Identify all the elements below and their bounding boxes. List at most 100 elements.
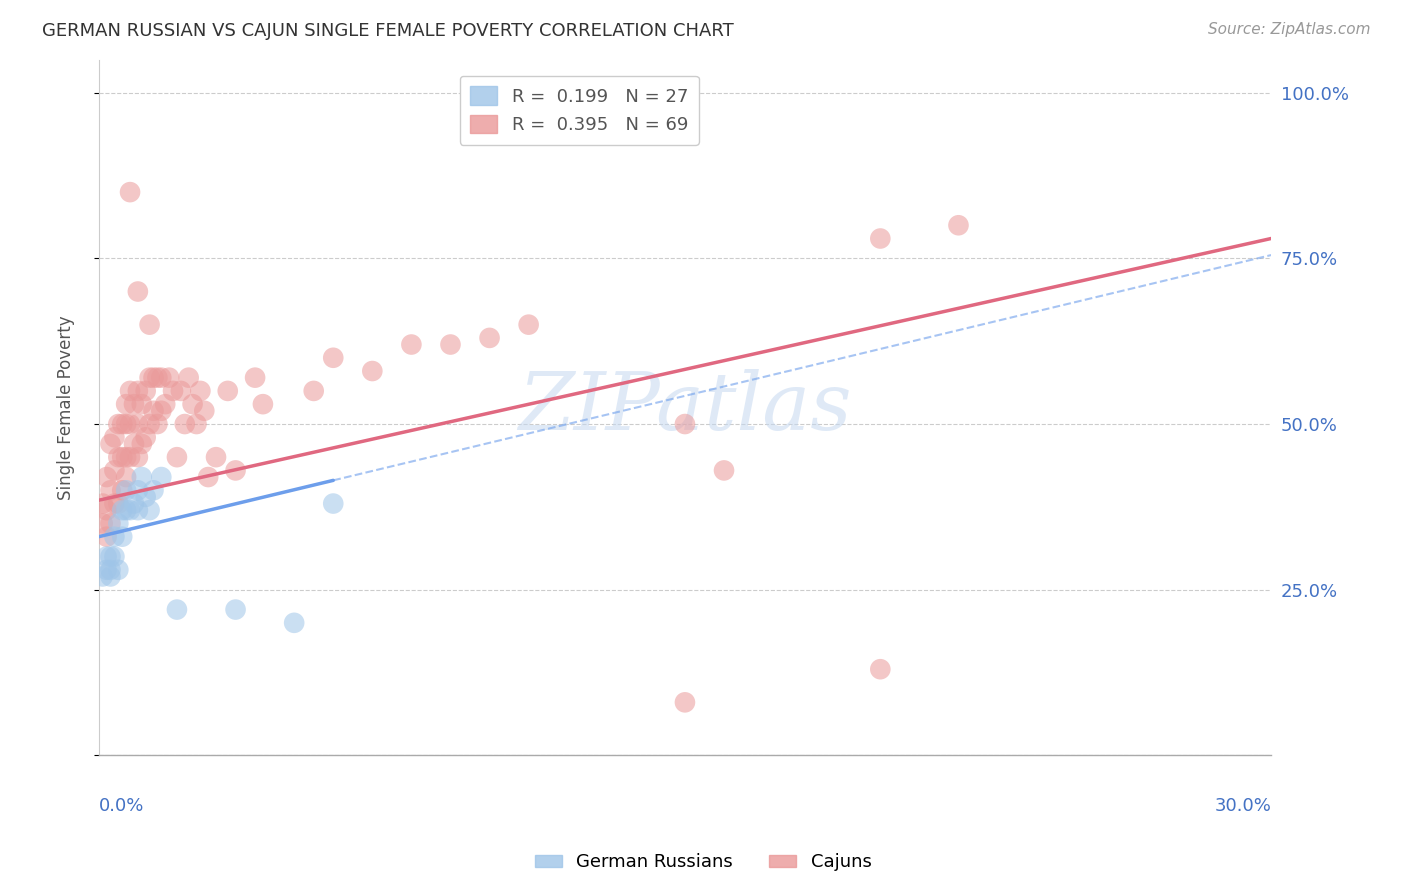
Point — [135, 430, 157, 444]
Point — [115, 483, 138, 498]
Point — [131, 470, 153, 484]
Point — [115, 397, 138, 411]
Point — [100, 483, 122, 498]
Point — [96, 470, 118, 484]
Point — [127, 450, 149, 465]
Point — [96, 530, 118, 544]
Text: 30.0%: 30.0% — [1215, 797, 1271, 815]
Text: 0.0%: 0.0% — [98, 797, 145, 815]
Point — [869, 231, 891, 245]
Point — [115, 470, 138, 484]
Point — [166, 602, 188, 616]
Point — [181, 397, 204, 411]
Legend: German Russians, Cajuns: German Russians, Cajuns — [527, 847, 879, 879]
Point — [100, 516, 122, 531]
Point — [103, 463, 125, 477]
Point — [138, 370, 160, 384]
Point — [103, 430, 125, 444]
Point — [205, 450, 228, 465]
Point — [193, 404, 215, 418]
Point — [146, 370, 169, 384]
Point — [131, 437, 153, 451]
Point — [173, 417, 195, 431]
Point — [150, 370, 173, 384]
Point — [107, 497, 129, 511]
Text: GERMAN RUSSIAN VS CAJUN SINGLE FEMALE POVERTY CORRELATION CHART: GERMAN RUSSIAN VS CAJUN SINGLE FEMALE PO… — [42, 22, 734, 40]
Point — [103, 530, 125, 544]
Point — [146, 417, 169, 431]
Point — [118, 450, 141, 465]
Point — [138, 318, 160, 332]
Point — [142, 483, 165, 498]
Point — [135, 384, 157, 398]
Point — [170, 384, 193, 398]
Point — [217, 384, 239, 398]
Point — [107, 450, 129, 465]
Point — [948, 219, 970, 233]
Point — [127, 417, 149, 431]
Point — [302, 384, 325, 398]
Point — [243, 370, 266, 384]
Point — [186, 417, 208, 431]
Point — [322, 351, 344, 365]
Point — [283, 615, 305, 630]
Text: ZIPatlas: ZIPatlas — [519, 368, 852, 446]
Point — [713, 463, 735, 477]
Point — [157, 370, 180, 384]
Point — [869, 662, 891, 676]
Point — [478, 331, 501, 345]
Point — [118, 417, 141, 431]
Point — [166, 450, 188, 465]
Point — [673, 695, 696, 709]
Point — [517, 318, 540, 332]
Point — [673, 417, 696, 431]
Point — [142, 404, 165, 418]
Point — [107, 417, 129, 431]
Point — [111, 503, 134, 517]
Point — [91, 497, 114, 511]
Point — [111, 483, 134, 498]
Point — [118, 185, 141, 199]
Point — [115, 417, 138, 431]
Point — [225, 602, 247, 616]
Point — [127, 483, 149, 498]
Point — [122, 437, 145, 451]
Point — [127, 384, 149, 398]
Point — [100, 549, 122, 564]
Point — [111, 530, 134, 544]
Point — [107, 563, 129, 577]
Point — [103, 549, 125, 564]
Point — [127, 503, 149, 517]
Point — [91, 569, 114, 583]
Point — [91, 516, 114, 531]
Point — [142, 370, 165, 384]
Point — [190, 384, 212, 398]
Point — [115, 503, 138, 517]
Point — [127, 285, 149, 299]
Point — [177, 370, 200, 384]
Point — [225, 463, 247, 477]
Y-axis label: Single Female Poverty: Single Female Poverty — [58, 315, 75, 500]
Point — [100, 569, 122, 583]
Point — [96, 563, 118, 577]
Point — [103, 497, 125, 511]
Point — [439, 337, 461, 351]
Point — [162, 384, 184, 398]
Point — [131, 397, 153, 411]
Point — [138, 417, 160, 431]
Point — [252, 397, 274, 411]
Point — [115, 450, 138, 465]
Point — [111, 450, 134, 465]
Legend: R =  0.199   N = 27, R =  0.395   N = 69: R = 0.199 N = 27, R = 0.395 N = 69 — [460, 76, 699, 145]
Point — [135, 490, 157, 504]
Point — [107, 516, 129, 531]
Text: Source: ZipAtlas.com: Source: ZipAtlas.com — [1208, 22, 1371, 37]
Point — [150, 470, 173, 484]
Point — [96, 549, 118, 564]
Point — [111, 417, 134, 431]
Point — [118, 503, 141, 517]
Point — [197, 470, 219, 484]
Point — [401, 337, 423, 351]
Point — [322, 497, 344, 511]
Point — [122, 397, 145, 411]
